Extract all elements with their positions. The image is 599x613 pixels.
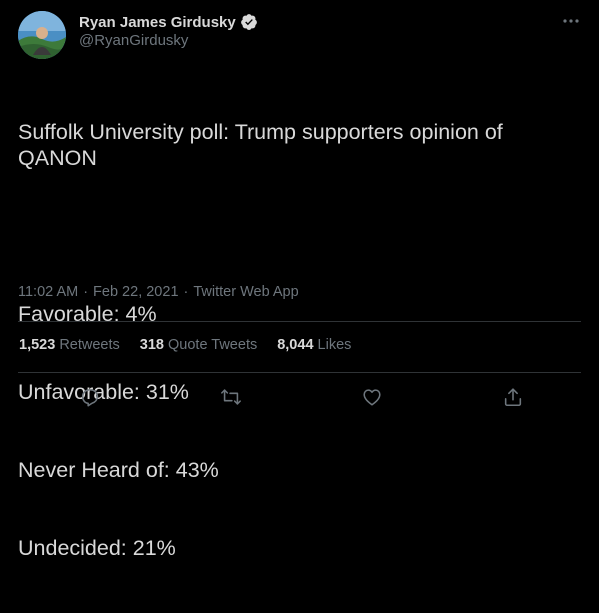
- tweet-line: Undecided: 21%: [18, 536, 176, 560]
- tweet-line: Suffolk University poll: Trump supporter…: [18, 120, 509, 170]
- tweet: Ryan James Girdusky @RyanGirdusky Suffol…: [0, 11, 599, 560]
- retweet-icon[interactable]: [219, 385, 243, 409]
- quote-tweets-count: 318: [139, 337, 164, 353]
- reply-icon[interactable]: [78, 385, 102, 409]
- share-icon[interactable]: [501, 385, 525, 409]
- divider: [18, 321, 581, 322]
- like-icon[interactable]: [360, 385, 384, 409]
- tweet-line: Never Heard of: 43%: [18, 458, 219, 482]
- meta-separator: ·: [83, 284, 89, 300]
- display-name[interactable]: Ryan James Girdusky: [79, 13, 236, 31]
- divider: [18, 372, 581, 373]
- engagement-stats: 1,523 Retweets 318 Quote Tweets 8,044 Li…: [19, 337, 371, 353]
- author-name-row[interactable]: Ryan James Girdusky: [79, 12, 258, 32]
- likes-count: 8,044: [277, 337, 314, 353]
- tweet-actions: [0, 385, 599, 413]
- tweet-date[interactable]: Feb 22, 2021: [93, 284, 179, 300]
- quote-tweets-label: Quote Tweets: [168, 337, 258, 353]
- author-handle[interactable]: @RyanGirdusky: [79, 32, 189, 49]
- retweets-count: 1,523: [19, 337, 56, 353]
- likes-label: Likes: [317, 337, 352, 353]
- tweet-time[interactable]: 11:02 AM: [18, 284, 79, 300]
- tweet-line: Favorable: 4%: [18, 302, 157, 326]
- tweet-line: Unfavorable: 31%: [18, 380, 189, 404]
- tweet-source[interactable]: Twitter Web App: [193, 284, 299, 300]
- retweets-label: Retweets: [59, 337, 120, 353]
- avatar[interactable]: [18, 11, 66, 59]
- more-options-icon[interactable]: [560, 12, 582, 30]
- retweets-stat[interactable]: 1,523 Retweets: [19, 337, 120, 353]
- likes-stat[interactable]: 8,044 Likes: [277, 337, 351, 353]
- meta-separator: ·: [183, 284, 189, 300]
- verified-badge-icon: [240, 13, 258, 31]
- quote-tweets-stat[interactable]: 318 Quote Tweets: [140, 337, 257, 353]
- tweet-meta: 11:02 AM · Feb 22, 2021 · Twitter Web Ap…: [18, 284, 299, 300]
- tweet-line: [18, 223, 578, 249]
